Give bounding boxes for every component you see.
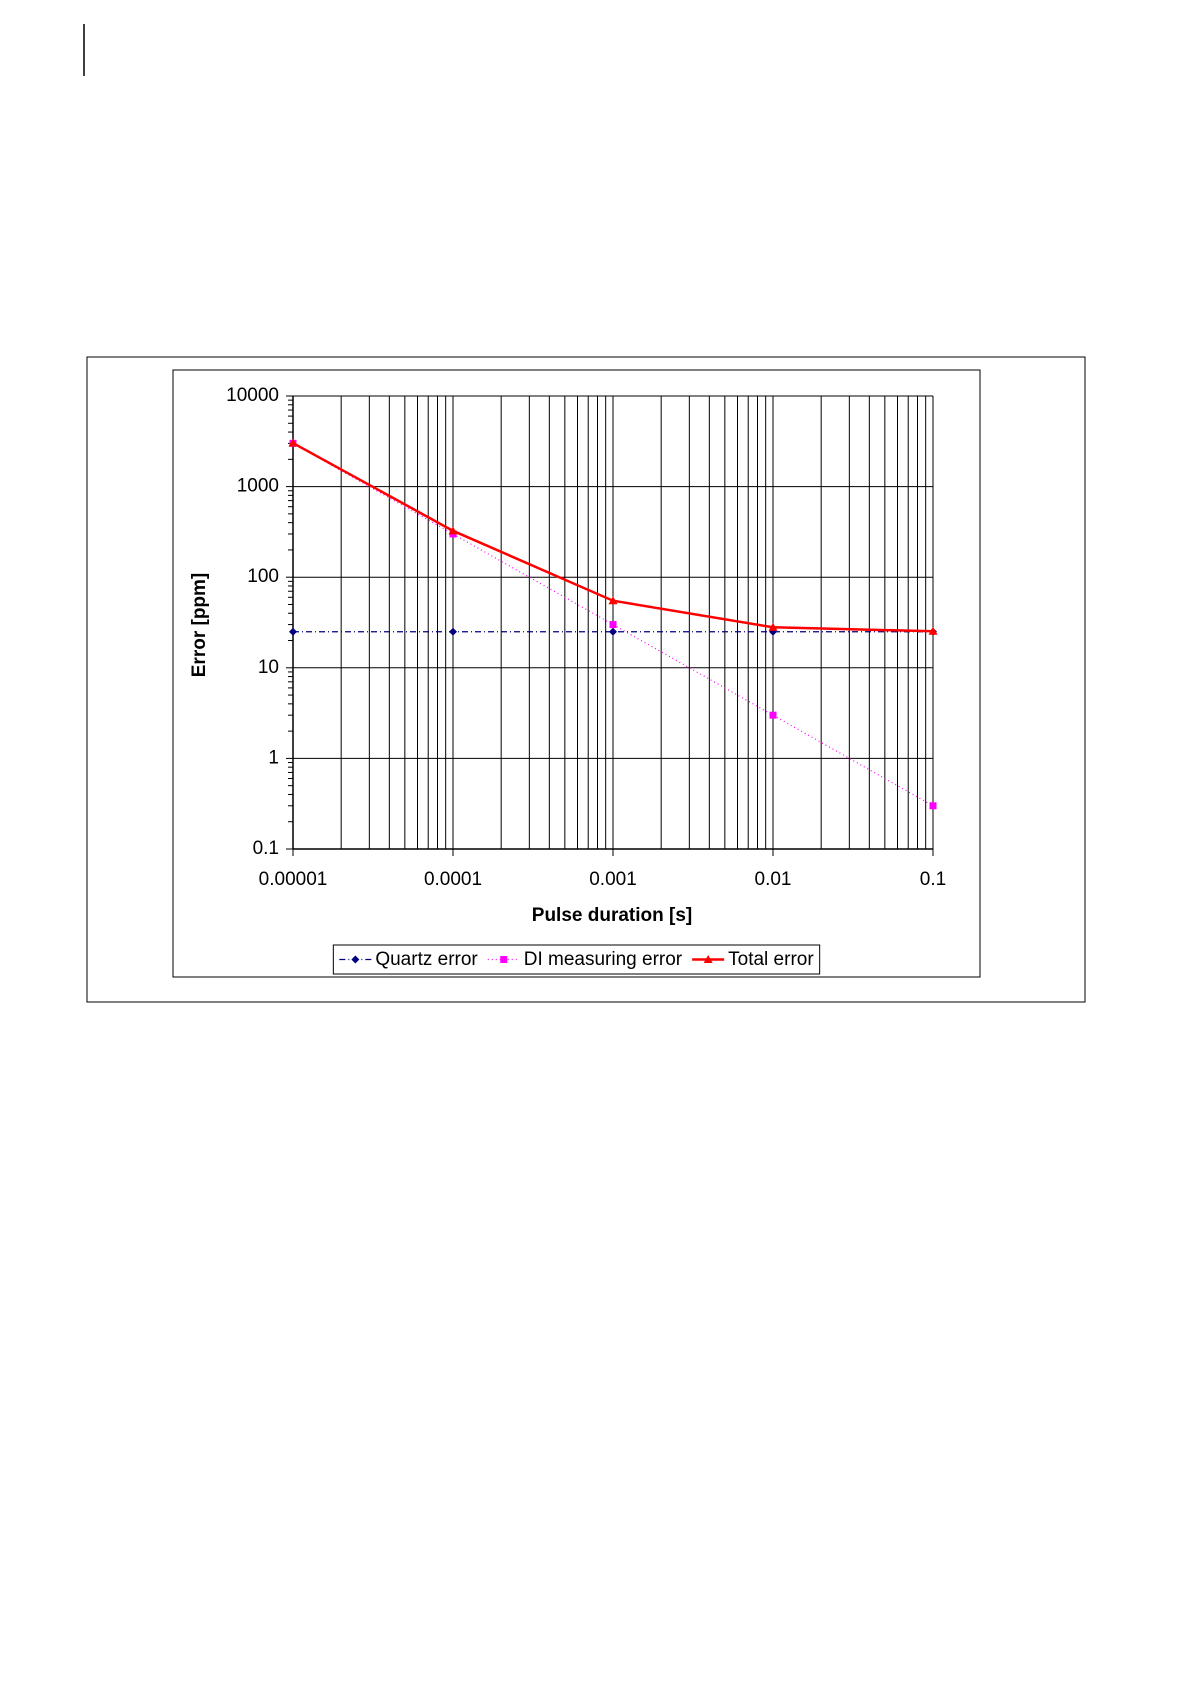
- data-point: [769, 711, 777, 719]
- data-point: [609, 621, 617, 629]
- data-point: [289, 627, 297, 636]
- data-point: [608, 596, 618, 605]
- data-point: [768, 622, 778, 631]
- data-point: [929, 802, 937, 810]
- data-point: [448, 526, 458, 535]
- x-tick-label: 0.00001: [259, 869, 328, 890]
- x-tick-label: 0.001: [589, 869, 637, 890]
- legend-label: Total error: [728, 949, 814, 970]
- y-tick-label: 1000: [237, 476, 279, 497]
- legend-label: DI measuring error: [524, 949, 683, 970]
- y-axis-label: Error [ppm]: [189, 573, 210, 678]
- x-tick-label: 0.01: [755, 869, 792, 890]
- legend-label: Quartz error: [375, 949, 478, 970]
- data-point: [928, 626, 938, 635]
- y-tick-label: 100: [247, 566, 279, 587]
- x-axis-label: Pulse duration [s]: [532, 905, 692, 926]
- legend-marker: [703, 955, 713, 963]
- chart-area: [172, 369, 981, 978]
- y-tick-label: 1: [268, 747, 279, 768]
- y-tick-label: 10: [258, 657, 279, 678]
- data-point: [288, 438, 298, 447]
- data-point: [609, 627, 617, 636]
- legend: Quartz error DI measuring error Total erro…: [332, 944, 821, 975]
- legend-box: [332, 944, 821, 975]
- data-point: [449, 627, 457, 636]
- x-tick-label: 0.0001: [424, 869, 482, 890]
- legend-marker: [351, 955, 360, 964]
- x-tick-label: 0.1: [920, 869, 946, 890]
- legend-marker: [500, 956, 508, 963]
- series-line: [292, 442, 934, 807]
- y-tick-label: 10000: [226, 385, 279, 406]
- y-tick-label: 0.1: [253, 838, 279, 859]
